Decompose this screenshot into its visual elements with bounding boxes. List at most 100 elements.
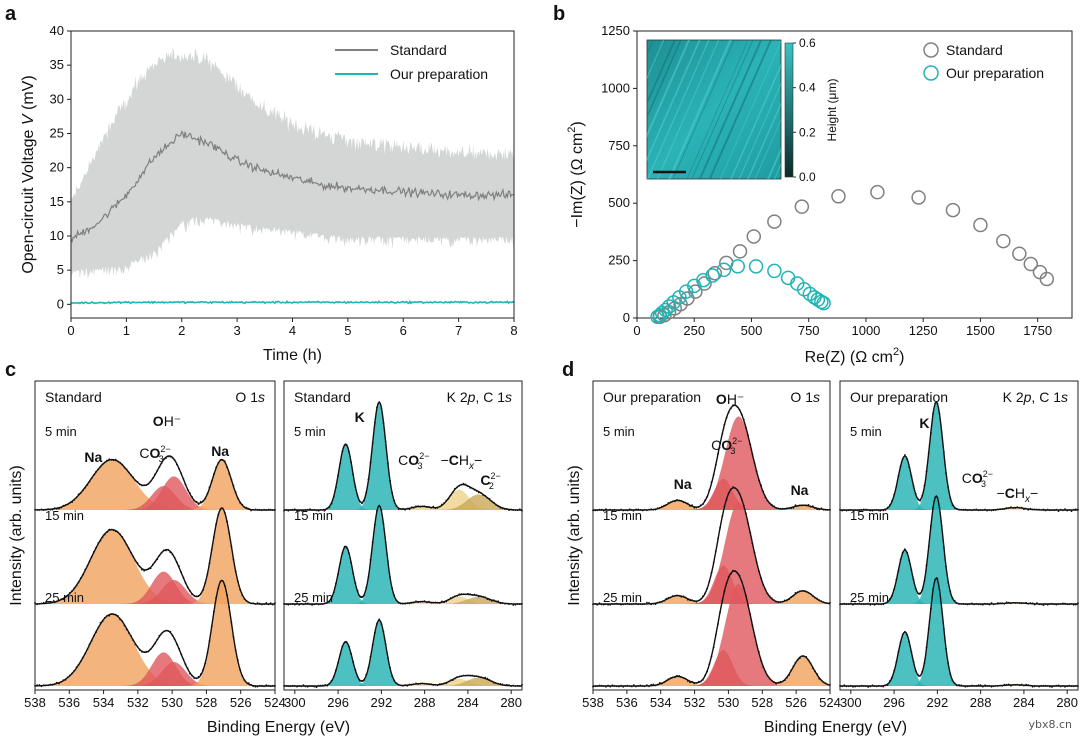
data-point: [71, 501, 73, 503]
data-point: [691, 680, 693, 683]
data-point: [912, 485, 915, 488]
data-point: [363, 594, 365, 596]
data-point: [341, 645, 344, 648]
peak-label-part: O: [149, 445, 160, 461]
data-point: [291, 508, 294, 511]
data-point: [695, 601, 698, 603]
data-point: [847, 509, 850, 512]
panel-header-right: O 1s: [235, 389, 265, 405]
panel-b: b0 250 500 750 1000 1250 1500 17500250500750100…: [553, 3, 1073, 366]
data-point: [339, 462, 342, 465]
inset-streak: [708, 40, 773, 179]
data-point: [197, 595, 200, 597]
data-point: [923, 662, 926, 665]
data-point: [873, 509, 876, 511]
data-point: [106, 531, 108, 533]
data-point: [914, 669, 917, 672]
data-point: [371, 442, 374, 444]
fit-component-orange: [35, 459, 275, 510]
data-point: [143, 651, 146, 653]
data-point: [760, 660, 762, 662]
inset-streak: [785, 30, 855, 189]
data-point: [762, 490, 765, 493]
data-point: [309, 603, 311, 606]
data-point: [162, 458, 165, 460]
data-point: [261, 509, 263, 512]
data-point: [917, 497, 919, 500]
data-point: [695, 506, 698, 509]
data-point: [999, 602, 1001, 604]
data-point: [792, 507, 795, 509]
inset-streak: [647, 40, 691, 138]
data-point: [38, 509, 41, 511]
data-point: [384, 440, 387, 443]
data-point: [110, 459, 113, 461]
data-point: [643, 603, 646, 605]
data-point: [938, 507, 941, 509]
data-point: [710, 481, 713, 484]
data-point: [335, 582, 337, 585]
peak-label-sup: 2−: [983, 469, 993, 479]
data-point: [1027, 508, 1030, 511]
y-label-part: Open-circuit Voltage: [20, 125, 37, 274]
data-point: [880, 685, 882, 688]
data-point: [132, 476, 135, 479]
standard-point: [870, 184, 885, 200]
row-label: 5 min: [603, 424, 635, 439]
peak-label-part: C: [480, 472, 490, 488]
data-point: [103, 533, 106, 536]
data-point: [1074, 603, 1077, 606]
standard-point: [1032, 264, 1048, 280]
data-point: [484, 494, 487, 497]
data-point: [121, 536, 124, 538]
data-point: [503, 684, 506, 686]
data-point: [766, 674, 769, 677]
x-tick-label: 3: [234, 323, 241, 338]
data-point: [389, 666, 391, 669]
data-point: [1057, 684, 1060, 687]
data-point: [643, 685, 646, 688]
data-point: [49, 602, 52, 604]
data-point: [184, 663, 187, 666]
data-point: [367, 478, 370, 481]
data-point: [456, 595, 458, 597]
data-point: [167, 629, 170, 632]
data-point: [51, 683, 54, 686]
data-point: [241, 674, 244, 677]
peak-label-sub: 2: [489, 481, 494, 491]
data-point: [788, 598, 790, 601]
data-point: [34, 602, 36, 604]
data-point: [343, 545, 346, 548]
data-point: [656, 601, 659, 604]
y-tick-label: 1000: [601, 80, 630, 95]
data-point: [1064, 685, 1066, 688]
data-point: [469, 593, 471, 596]
data-point: [719, 526, 721, 529]
data-point: [343, 444, 346, 447]
data-point: [613, 603, 616, 605]
data-point: [977, 509, 980, 512]
peak-label-part: C: [398, 452, 408, 468]
x-tick-label: 526: [785, 695, 807, 710]
data-point: [202, 589, 204, 591]
y-tick-label: 5: [57, 262, 64, 277]
data-point: [845, 603, 848, 606]
data-point: [1066, 685, 1069, 688]
data-point: [156, 558, 159, 561]
data-point: [792, 665, 795, 668]
row-label: 25 min: [45, 590, 84, 605]
data-point: [986, 603, 988, 605]
data-point: [495, 682, 497, 684]
data-point: [230, 478, 233, 481]
data-point: [234, 570, 237, 572]
data-point: [36, 684, 39, 686]
data-point: [267, 603, 270, 606]
data-point: [981, 603, 984, 606]
data-point: [656, 683, 659, 686]
data-point: [382, 631, 385, 633]
data-point: [436, 684, 439, 687]
data-point: [1053, 685, 1056, 687]
data-point: [856, 603, 859, 605]
data-point: [940, 431, 943, 433]
